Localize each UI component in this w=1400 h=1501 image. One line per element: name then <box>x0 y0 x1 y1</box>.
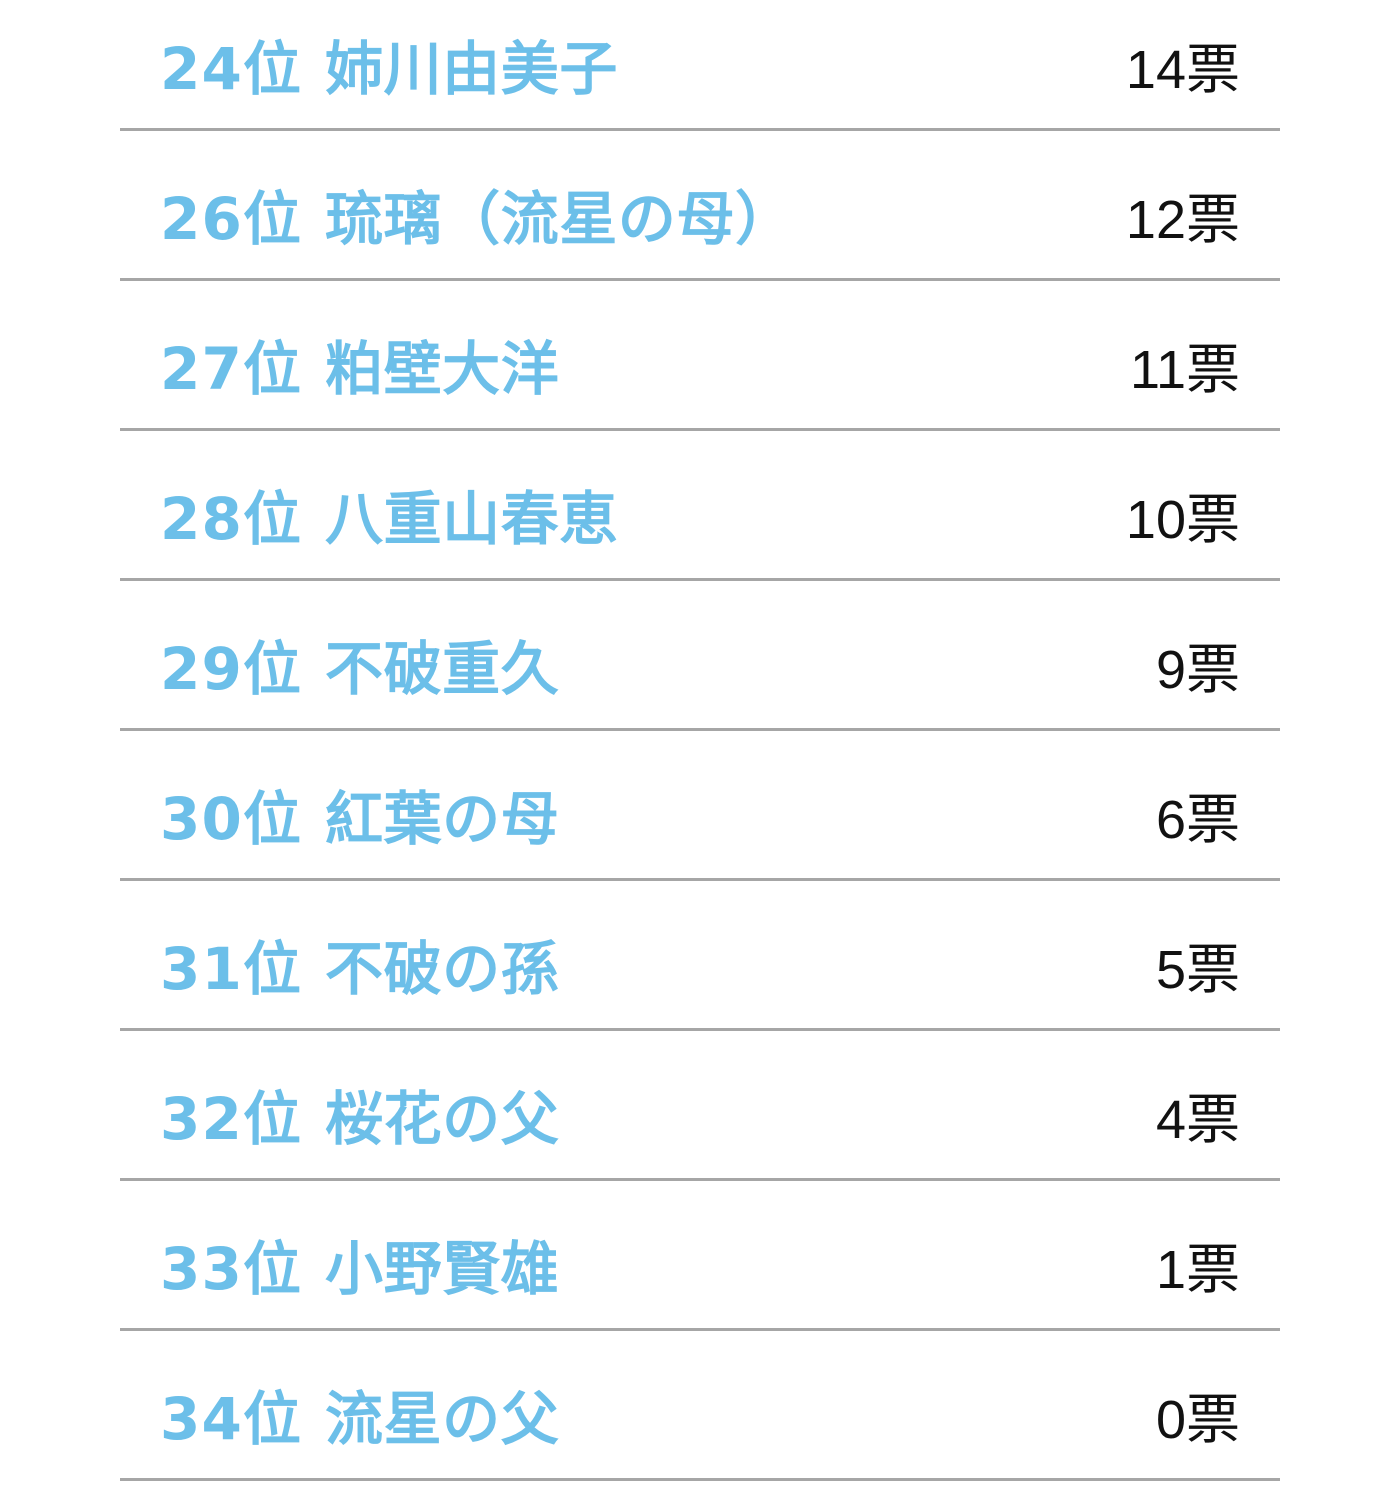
rank-label: 26位 <box>160 185 303 253</box>
ranking-row: 26位 琉璃（流星の母） 12票 <box>120 150 1280 281</box>
ranking-row: 33位 小野賢雄 1票 <box>120 1200 1280 1331</box>
vote-count: 12票 <box>1125 189 1240 250</box>
character-name: 琉璃（流星の母） <box>325 185 794 253</box>
rank-label: 32位 <box>160 1085 303 1153</box>
ranking-list: 24位 姉川由美子 14票 26位 琉璃（流星の母） 12票 27位 粕壁大洋 … <box>120 0 1280 1481</box>
ranking-row: 28位 八重山春恵 10票 <box>120 450 1280 581</box>
rank-label: 34位 <box>160 1385 303 1453</box>
vote-count: 11票 <box>1129 339 1240 400</box>
character-name: 八重山春恵 <box>325 485 618 553</box>
rank-label: 30位 <box>160 785 303 853</box>
rank-label: 28位 <box>160 485 303 553</box>
vote-count: 0票 <box>1155 1389 1240 1450</box>
rank-label: 31位 <box>160 935 303 1003</box>
character-name: 桜花の父 <box>325 1085 560 1153</box>
rank-label: 33位 <box>160 1235 303 1303</box>
character-name: 粕壁大洋 <box>325 335 560 403</box>
character-name: 紅葉の母 <box>325 785 560 853</box>
ranking-row: 31位 不破の孫 5票 <box>120 900 1280 1031</box>
character-name: 姉川由美子 <box>325 35 618 103</box>
character-name: 不破の孫 <box>325 935 560 1003</box>
ranking-row: 27位 粕壁大洋 11票 <box>120 300 1280 431</box>
rank-label: 24位 <box>160 35 303 103</box>
character-name: 小野賢雄 <box>325 1235 560 1303</box>
vote-count: 5票 <box>1155 939 1240 1000</box>
ranking-row: 29位 不破重久 9票 <box>120 600 1280 731</box>
rank-label: 29位 <box>160 635 303 703</box>
ranking-row: 24位 姉川由美子 14票 <box>120 0 1280 131</box>
character-name: 不破重久 <box>325 635 560 703</box>
vote-count: 9票 <box>1155 639 1240 700</box>
character-name: 流星の父 <box>325 1385 560 1453</box>
vote-count: 6票 <box>1155 789 1240 850</box>
vote-count: 14票 <box>1125 39 1240 100</box>
ranking-row: 30位 紅葉の母 6票 <box>120 750 1280 881</box>
ranking-row: 34位 流星の父 0票 <box>120 1350 1280 1481</box>
rank-label: 27位 <box>160 335 303 403</box>
vote-count: 4票 <box>1155 1089 1240 1150</box>
ranking-row: 32位 桜花の父 4票 <box>120 1050 1280 1181</box>
vote-count: 10票 <box>1125 489 1240 550</box>
vote-count: 1票 <box>1155 1239 1240 1300</box>
